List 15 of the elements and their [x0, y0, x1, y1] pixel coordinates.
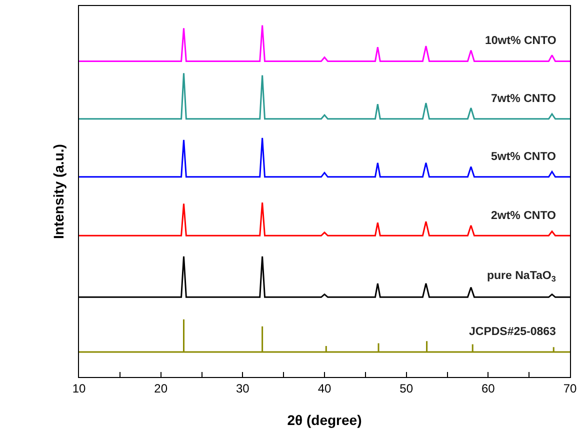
x-tick-label: 50	[400, 382, 414, 396]
x-axis-title: 2θ (degree)	[287, 412, 362, 428]
x-tick-label: 70	[563, 382, 577, 396]
x-tick-label: 30	[236, 382, 250, 396]
x-tick-label: 10	[72, 382, 86, 396]
series-label: 5wt% CNTO	[491, 151, 556, 163]
series-label: 2wt% CNTO	[491, 210, 556, 222]
series-label: 10wt% CNTO	[485, 35, 556, 47]
series-label: pure NaTaO$_{3}$	[487, 270, 556, 284]
series-label: JCPDS#25-0863	[469, 326, 556, 338]
series-label: 7wt% CNTO	[491, 93, 556, 105]
x-tick-label: 20	[154, 382, 168, 396]
x-tick-label: 40	[318, 382, 332, 396]
y-axis-title: Intensity (a.u.)	[50, 144, 66, 239]
x-tick-label: 60	[481, 382, 496, 396]
